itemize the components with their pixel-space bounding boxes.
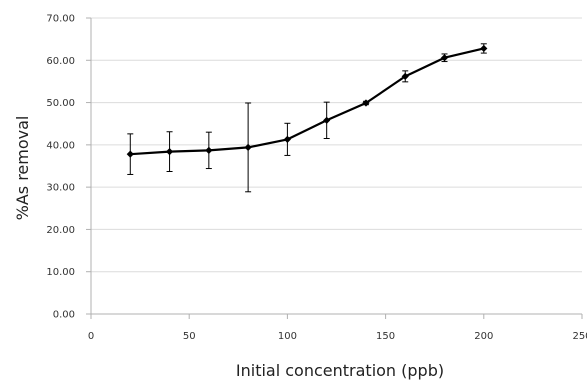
data-point bbox=[480, 44, 488, 53]
data-point bbox=[244, 143, 252, 151]
y-axis-title: %As removal bbox=[13, 116, 32, 221]
x-tick-label: 0 bbox=[88, 331, 94, 342]
grid-lines bbox=[91, 17, 582, 273]
data-point bbox=[323, 116, 331, 124]
y-tick-label: 40.00 bbox=[46, 140, 75, 151]
x-tick-labels: 0 50 100 150 200 250 bbox=[88, 331, 587, 342]
y-tick-labels: 0.00 10.00 20.00 30.00 40.00 50.00 60.00 70.00 bbox=[46, 14, 75, 321]
y-tick-label: 30.00 bbox=[46, 183, 75, 194]
x-axis-title: Initial concentration (ppb) bbox=[236, 361, 444, 380]
data-point bbox=[165, 148, 174, 156]
axes bbox=[86, 17, 583, 319]
y-tick-label: 60.00 bbox=[46, 56, 75, 67]
x-tick-label: 250 bbox=[572, 331, 587, 342]
x-tick-label: 100 bbox=[278, 331, 297, 342]
data-point bbox=[362, 99, 370, 107]
y-tick-label: 10.00 bbox=[46, 267, 75, 278]
x-tick-label: 200 bbox=[474, 331, 493, 342]
data-point bbox=[440, 54, 449, 62]
data-point bbox=[126, 150, 134, 158]
data-point bbox=[205, 146, 213, 154]
y-tick-label: 20.00 bbox=[46, 225, 75, 236]
data-point bbox=[283, 135, 291, 143]
x-tick-label: 150 bbox=[376, 331, 395, 342]
series-line bbox=[130, 47, 485, 156]
y-tick-label: 70.00 bbox=[46, 14, 75, 25]
error-bars bbox=[127, 43, 487, 193]
y-tick-label: 0.00 bbox=[53, 310, 75, 321]
x-tick-label: 50 bbox=[183, 331, 196, 342]
data-markers bbox=[126, 44, 488, 158]
y-tick-label: 50.00 bbox=[46, 98, 75, 109]
data-point bbox=[401, 72, 409, 80]
